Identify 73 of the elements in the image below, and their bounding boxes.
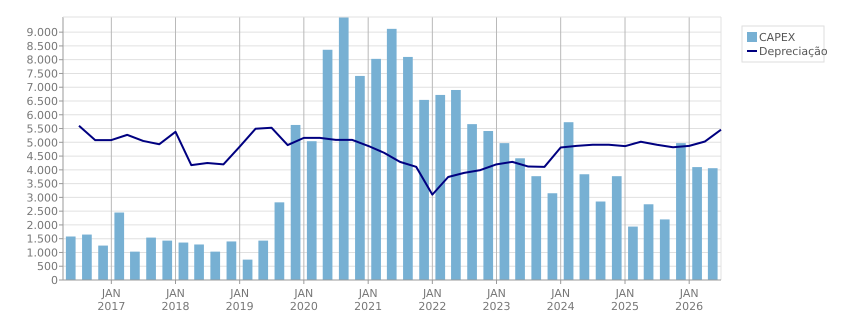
- y-tick-label: 7.000: [26, 81, 58, 94]
- bar: [338, 18, 349, 280]
- bar: [226, 241, 236, 280]
- bar: [660, 219, 670, 280]
- bar: [708, 168, 718, 280]
- legend-label: CAPEX: [759, 31, 796, 44]
- x-tick-label: JAN 2018: [162, 287, 190, 313]
- bar: [146, 238, 156, 280]
- y-tick-label: 2.000: [26, 218, 58, 232]
- bar: [548, 193, 558, 280]
- bar: [676, 143, 686, 280]
- bar: [419, 100, 429, 280]
- y-tick-label: 6.000: [26, 108, 58, 122]
- bar: [130, 252, 140, 280]
- bar: [290, 124, 300, 280]
- y-tick-label: 8.000: [26, 54, 58, 67]
- bar: [564, 122, 574, 280]
- bar: [612, 176, 622, 280]
- x-tick-label: JAN 2021: [354, 287, 382, 313]
- x-tick-label: JAN 2017: [97, 287, 126, 313]
- x-tick-label: JAN 2025: [611, 287, 640, 313]
- bar: [274, 202, 284, 280]
- y-tick-label: 4.500: [26, 150, 58, 164]
- bar: [210, 252, 220, 280]
- bar: [258, 240, 268, 280]
- y-tick-label: 9.000: [26, 26, 58, 40]
- bar: [178, 242, 188, 280]
- bar: [403, 56, 413, 280]
- bar: [500, 143, 510, 280]
- y-tick-label: 0: [51, 274, 58, 287]
- bar: [451, 90, 461, 280]
- bar: [628, 226, 638, 280]
- bar: [531, 176, 542, 280]
- bar: [242, 260, 252, 280]
- line-series: [78, 124, 722, 196]
- x-tick-label: JAN 2024: [546, 287, 575, 313]
- y-tick-label: 3.500: [26, 178, 58, 191]
- legend-label: Depreciação: [759, 45, 828, 58]
- bar: [194, 244, 204, 280]
- bar: [692, 167, 702, 280]
- x-tick-label: JAN 2020: [290, 287, 318, 313]
- y-tick-label: 4.000: [26, 164, 58, 177]
- bar: [306, 141, 317, 280]
- y-tick-label: 500: [37, 260, 58, 274]
- x-tick-label: JAN 2022: [418, 287, 446, 313]
- bar: [66, 236, 76, 280]
- bar: [114, 212, 124, 280]
- bar: [596, 202, 606, 280]
- y-tick-label: 7.500: [26, 67, 58, 80]
- bar: [435, 94, 446, 280]
- bar: [371, 58, 381, 280]
- bar: [355, 76, 365, 280]
- y-tick-label: 5.500: [26, 122, 58, 136]
- bar: [322, 50, 332, 280]
- y-tick-label: 8.500: [26, 40, 58, 53]
- y-tick-label: 1.500: [26, 232, 58, 246]
- bar: [82, 234, 92, 280]
- bar: [386, 28, 397, 280]
- x-tick-label: JAN 2019: [226, 287, 254, 313]
- bar: [515, 158, 525, 280]
- x-tick-label: JAN 2023: [482, 287, 511, 313]
- bar: [580, 174, 590, 280]
- bar: [98, 246, 108, 280]
- bar: [162, 240, 172, 280]
- bar: [644, 204, 654, 280]
- bar: [483, 131, 494, 280]
- y-tick-label: 2.500: [26, 205, 58, 218]
- x-tick-label: JAN 2026: [675, 287, 704, 313]
- y-tick-label: 5.000: [26, 136, 58, 150]
- y-tick-label: 1.000: [26, 246, 58, 260]
- y-tick-label: 3.000: [26, 191, 58, 204]
- bar: [467, 124, 477, 280]
- y-tick-label: 6.500: [26, 94, 58, 108]
